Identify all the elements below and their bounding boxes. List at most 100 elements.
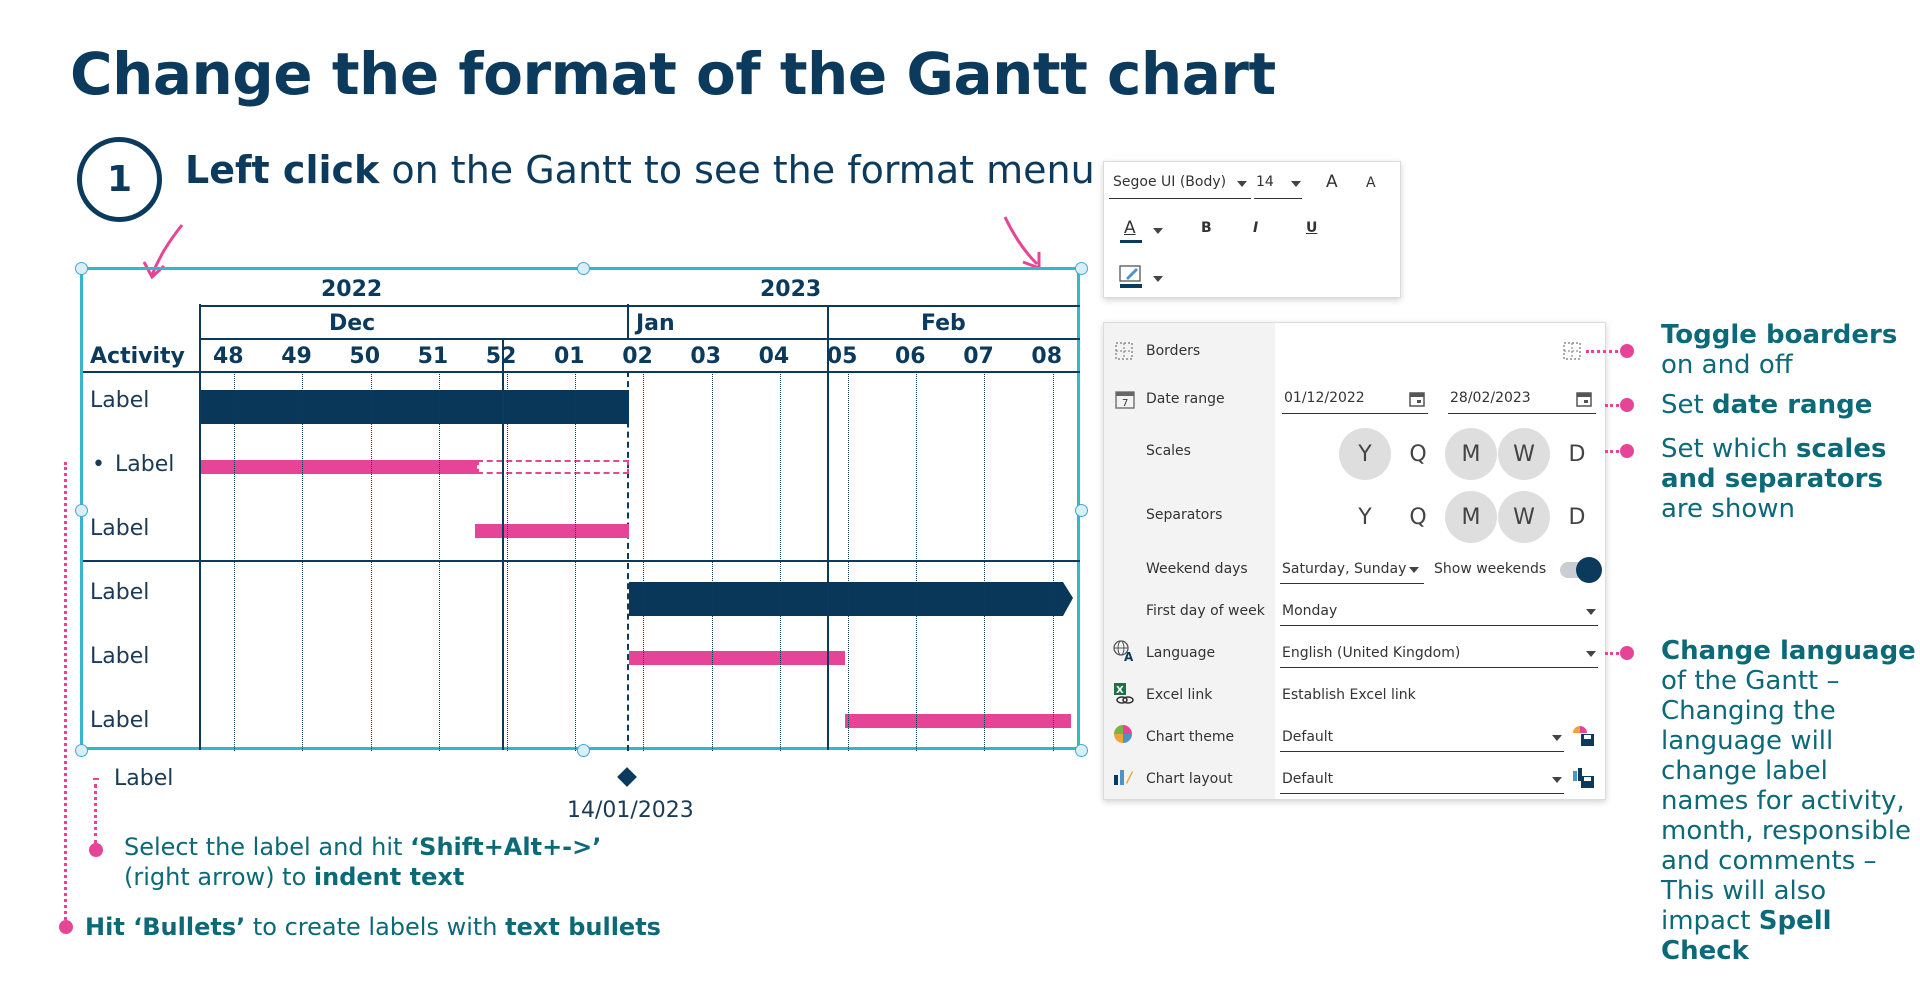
week-header: 04 <box>758 344 790 369</box>
chevron-down-icon[interactable] <box>1153 276 1163 282</box>
bullets-note-bold1: Hit ‘Bullets’ <box>85 913 246 941</box>
week-header: 52 <box>486 344 517 369</box>
task-bar-remaining[interactable] <box>477 460 629 474</box>
row-label[interactable]: Label <box>90 644 150 669</box>
callout-dot <box>59 920 73 934</box>
chevron-down-icon[interactable] <box>1237 181 1247 187</box>
save-theme-icon[interactable] <box>1572 725 1596 747</box>
svg-text:A: A <box>1124 650 1134 663</box>
underline-button[interactable]: U <box>1306 220 1318 236</box>
font-color-swatch <box>1120 240 1142 243</box>
chevron-down-icon[interactable] <box>1291 181 1301 187</box>
resize-handle[interactable] <box>75 262 88 275</box>
scale-quarter-toggle[interactable]: Q <box>1409 441 1427 467</box>
font-color-icon[interactable]: A <box>1124 218 1136 238</box>
bold-button[interactable]: B <box>1201 220 1212 236</box>
resize-handle[interactable] <box>1075 744 1088 757</box>
show-weekends-label: Show weekends <box>1434 561 1547 577</box>
callout-scales-bold2: and separators <box>1661 464 1883 494</box>
week-gridline <box>575 371 577 751</box>
chart-theme-select[interactable]: Default <box>1282 729 1334 745</box>
summary-bar[interactable] <box>629 580 1079 620</box>
date-start-input[interactable]: 01/12/2022 <box>1284 390 1365 406</box>
save-layout-icon[interactable] <box>1572 767 1596 789</box>
bullets-note-mid: to create labels with <box>245 913 506 941</box>
week-header: 07 <box>963 344 994 369</box>
task-bar[interactable] <box>201 460 477 474</box>
separator-year-toggle[interactable]: Y <box>1358 504 1372 530</box>
field-underline <box>1254 198 1302 199</box>
resize-handle[interactable] <box>75 504 88 517</box>
chevron-down-icon[interactable] <box>1552 735 1562 741</box>
scale-month-toggle[interactable]: M <box>1445 428 1497 480</box>
row-label[interactable]: Label <box>90 580 150 605</box>
resize-handle[interactable] <box>1075 262 1088 275</box>
row-label[interactable]: Label <box>90 388 150 413</box>
header-divider <box>200 305 1080 307</box>
language-select[interactable]: English (United Kingdom) <box>1282 645 1461 661</box>
task-bar[interactable] <box>629 651 845 665</box>
format-panel: Borders 7 Date range 01/12/2022 28/02/20… <box>1103 322 1606 800</box>
separator-quarter-toggle[interactable]: Q <box>1409 504 1427 530</box>
font-size-select[interactable]: 14 <box>1256 174 1274 190</box>
callout-connector <box>1605 652 1624 655</box>
chevron-down-icon[interactable] <box>1153 228 1163 234</box>
separator-day-toggle[interactable]: D <box>1568 504 1586 530</box>
italic-button[interactable]: I <box>1253 220 1259 236</box>
separator-week-toggle[interactable]: W <box>1498 491 1550 543</box>
scale-year-toggle[interactable]: Y <box>1339 428 1391 480</box>
calendar-icon[interactable] <box>1409 391 1425 407</box>
font-name-select[interactable]: Segoe UI (Body) <box>1113 174 1227 190</box>
callout-dot <box>1620 398 1634 412</box>
chevron-down-icon[interactable] <box>1586 609 1596 615</box>
field-underline <box>1280 667 1598 668</box>
month-header: Dec <box>329 311 376 336</box>
resize-handle[interactable] <box>75 744 88 757</box>
bullets-note: Hit ‘Bullets’ to create labels with text… <box>85 912 661 942</box>
calendar-icon[interactable] <box>1576 391 1592 407</box>
callout-language-pre: impact <box>1661 906 1759 936</box>
decrease-font-icon[interactable]: A <box>1366 175 1376 191</box>
toggle-knob[interactable] <box>1576 557 1602 583</box>
week-gridline <box>507 371 508 751</box>
task-bar[interactable] <box>475 524 629 538</box>
chevron-down-icon[interactable] <box>1586 651 1596 657</box>
establish-excel-link[interactable]: Establish Excel link <box>1282 687 1416 703</box>
row-label[interactable]: Label <box>115 452 175 477</box>
summary-bar[interactable] <box>201 390 629 424</box>
callout-borders: Toggle boarders on and off <box>1661 320 1897 380</box>
row-label[interactable]: Label <box>90 708 150 733</box>
task-bar[interactable] <box>845 714 1071 728</box>
highlight-icon[interactable] <box>1118 264 1148 290</box>
step-instruction-rest: on the Gantt to see the format menu <box>379 148 1095 192</box>
page-title: Change the format of the Gantt chart <box>70 40 1276 108</box>
date-end-input[interactable]: 28/02/2023 <box>1450 390 1531 406</box>
increase-font-icon[interactable]: A <box>1326 172 1338 192</box>
step-number: 1 <box>77 137 162 222</box>
chevron-down-icon[interactable] <box>1409 567 1419 573</box>
weekend-days-select[interactable]: Saturday, Sunday <box>1282 561 1407 577</box>
svg-text:7: 7 <box>1122 398 1128 409</box>
callout-connector <box>1605 450 1624 453</box>
milestone-diamond-icon[interactable] <box>617 767 637 787</box>
language-label: Language <box>1146 645 1216 661</box>
resize-handle[interactable] <box>1075 504 1088 517</box>
milestone-row-label[interactable]: Label <box>114 766 174 791</box>
chart-layout-select[interactable]: Default <box>1282 771 1334 787</box>
separator-month-toggle[interactable]: M <box>1445 491 1497 543</box>
scale-day-toggle[interactable]: D <box>1568 441 1586 467</box>
borders-toggle-icon[interactable] <box>1562 341 1582 361</box>
resize-handle[interactable] <box>577 262 590 275</box>
chevron-down-icon[interactable] <box>1552 777 1562 783</box>
chart-theme-label: Chart theme <box>1146 729 1235 745</box>
callout-language: Change language of the Gantt – Changing … <box>1661 636 1920 966</box>
indent-connector <box>94 784 97 844</box>
callout-dot <box>1620 344 1634 358</box>
week-gridline <box>848 371 849 751</box>
first-day-select[interactable]: Monday <box>1282 603 1338 619</box>
row-label[interactable]: Label <box>90 516 150 541</box>
header-divider <box>200 338 1080 340</box>
gantt-chart[interactable]: 2022 2023 Dec Jan Feb Activity Label • L… <box>75 262 1088 757</box>
scale-week-toggle[interactable]: W <box>1498 428 1550 480</box>
resize-handle[interactable] <box>577 744 590 757</box>
